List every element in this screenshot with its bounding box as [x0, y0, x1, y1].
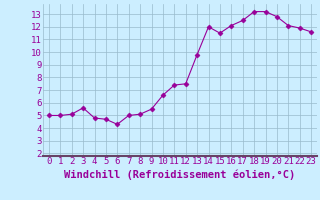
X-axis label: Windchill (Refroidissement éolien,°C): Windchill (Refroidissement éolien,°C) [64, 169, 296, 180]
